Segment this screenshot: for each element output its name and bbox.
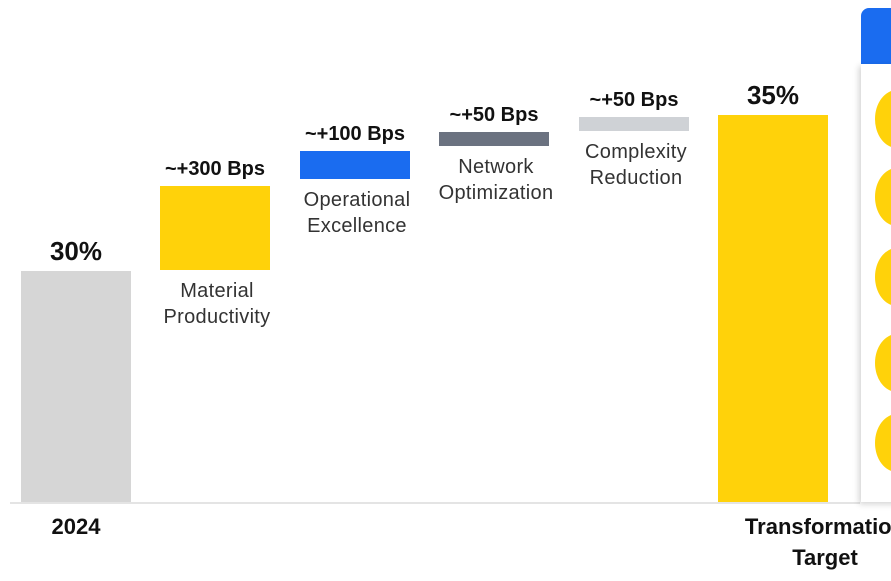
bar-network-optimization <box>439 132 549 146</box>
bar-material-productivity <box>160 186 270 270</box>
value-label-network-optimization: ~+50 Bps <box>450 104 539 126</box>
value-label-2024: 30% <box>50 236 102 266</box>
side-panel <box>861 8 891 508</box>
yellow-circle-icon[interactable] <box>875 248 891 306</box>
yellow-circle-icon[interactable] <box>875 90 891 148</box>
step-label-complexity-reduction: Complexity Reduction <box>585 141 687 189</box>
yellow-circle-icon[interactable] <box>875 168 891 226</box>
step-label-network-optimization: Network Optimization <box>439 156 554 204</box>
bar-2024 <box>21 271 131 502</box>
value-label-complexity-reduction: ~+50 Bps <box>590 89 679 111</box>
yellow-circle-icon[interactable] <box>875 414 891 472</box>
yellow-circle-icon[interactable] <box>875 334 891 392</box>
bar-transformation-target <box>718 115 828 502</box>
bar-complexity-reduction <box>579 117 689 131</box>
side-panel-tab[interactable] <box>861 8 891 64</box>
value-label-operational-excellence: ~+100 Bps <box>305 123 405 145</box>
step-label-operational-excellence: Operational Excellence <box>304 189 411 237</box>
value-label-transformation-target: 35% <box>747 80 799 110</box>
value-label-material-productivity: ~+300 Bps <box>165 158 265 180</box>
side-panel-body <box>861 64 891 502</box>
category-label-transformation-target: Transformation Target <box>745 514 891 570</box>
bar-operational-excellence <box>300 151 410 179</box>
step-label-material-productivity: Material Productivity <box>164 280 271 328</box>
category-label-2024: 2024 <box>52 514 102 539</box>
